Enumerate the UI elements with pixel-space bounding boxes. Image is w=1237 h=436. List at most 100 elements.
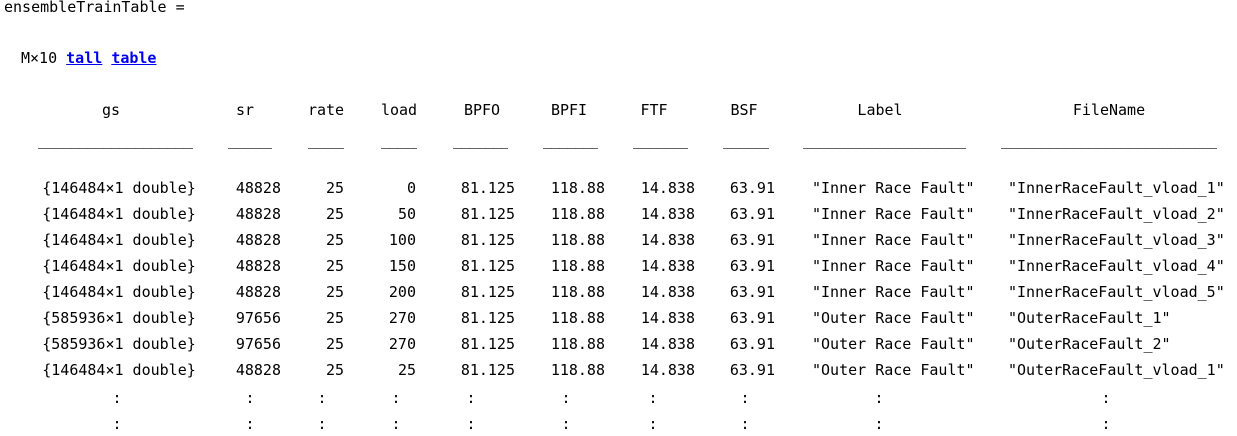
table-cell-filename: "InnerRaceFault_vload_2"	[1008, 205, 1225, 223]
table-cell-sr: 48828	[235, 231, 281, 249]
table-cell-rate: 25	[325, 257, 344, 275]
column-header-bsf: BSF	[730, 101, 758, 119]
continuation-dots: :	[740, 415, 750, 433]
table-cell-bpfo: 81.125	[460, 257, 515, 275]
table-cell-bpfo: 81.125	[460, 231, 515, 249]
column-underline-label: ________________________________________…	[803, 131, 966, 149]
column-header-bpfi: BPFI	[550, 101, 588, 119]
table-cell-label: "Outer Race Fault"	[812, 309, 975, 327]
table-cell-gs: {146484×1 double}	[42, 283, 196, 301]
table-cell-filename: "OuterRaceFault_vload_1"	[1008, 361, 1225, 379]
table-cell-ftf: 14.838	[640, 257, 695, 275]
column-header-ftf: FTF	[640, 101, 668, 119]
table-cell-bpfo: 81.125	[460, 205, 515, 223]
table-cell-bpfi: 118.88	[550, 335, 605, 353]
table-cell-ftf: 14.838	[640, 361, 695, 379]
continuation-dots: :	[391, 389, 401, 407]
table-cell-ftf: 14.838	[640, 283, 695, 301]
table-cell-bpfo: 81.125	[460, 283, 515, 301]
table-cell-label: "Inner Race Fault"	[812, 179, 975, 197]
column-underline-bpfi: __________________	[543, 131, 598, 149]
table-cell-rate: 25	[325, 335, 344, 353]
table-cell-filename: "OuterRaceFault_2"	[1008, 335, 1171, 353]
table-size-line: M×10 tall table	[21, 49, 156, 67]
continuation-dots: :	[1101, 415, 1111, 433]
table-cell-filename: "InnerRaceFault_vload_3"	[1008, 231, 1225, 249]
table-cell-rate: 25	[325, 283, 344, 301]
table-cell-bpfi: 118.88	[550, 309, 605, 327]
column-header-bpfo: BPFO	[463, 101, 501, 119]
column-underline-ftf: __________________	[633, 131, 688, 149]
column-underline-rate: ____________	[308, 131, 344, 149]
table-cell-bsf: 63.91	[729, 361, 775, 379]
table-link[interactable]: table	[111, 49, 157, 67]
column-underline-sr: _______________	[228, 131, 272, 149]
table-cell-ftf: 14.838	[640, 309, 695, 327]
table-cell-label: "Outer Race Fault"	[812, 361, 975, 379]
table-cell-load: 25	[397, 361, 416, 379]
continuation-dots: :	[740, 389, 750, 407]
continuation-dots: :	[112, 415, 122, 433]
column-header-label: Label	[857, 101, 903, 119]
table-cell-rate: 25	[325, 205, 344, 223]
table-cell-bpfi: 118.88	[550, 257, 605, 275]
table-cell-gs: {146484×1 double}	[42, 257, 196, 275]
continuation-dots: :	[1101, 389, 1111, 407]
size-prefix: M×10	[21, 49, 58, 67]
table-cell-bpfi: 118.88	[550, 361, 605, 379]
continuation-dots: :	[648, 389, 658, 407]
table-cell-filename: "InnerRaceFault_vload_1"	[1008, 179, 1225, 197]
table-cell-bsf: 63.91	[729, 309, 775, 327]
table-cell-bpfi: 118.88	[550, 179, 605, 197]
table-cell-filename: "InnerRaceFault_vload_5"	[1008, 283, 1225, 301]
column-underline-load: ____________	[381, 131, 417, 149]
table-cell-gs: {585936×1 double}	[42, 335, 196, 353]
table-cell-load: 50	[397, 205, 416, 223]
table-cell-ftf: 14.838	[640, 205, 695, 223]
continuation-dots: :	[245, 415, 255, 433]
table-cell-gs: {146484×1 double}	[42, 361, 196, 379]
table-cell-sr: 48828	[235, 179, 281, 197]
table-cell-bsf: 63.91	[729, 231, 775, 249]
continuation-dots: :	[317, 389, 327, 407]
table-cell-load: 100	[388, 231, 416, 249]
table-cell-bpfo: 81.125	[460, 335, 515, 353]
continuation-dots: :	[874, 415, 884, 433]
table-cell-bsf: 63.91	[729, 179, 775, 197]
table-cell-label: "Inner Race Fault"	[812, 257, 975, 275]
continuation-dots: :	[466, 389, 476, 407]
table-cell-load: 270	[388, 309, 416, 327]
column-header-sr: sr	[235, 101, 255, 119]
column-header-gs: gs	[101, 101, 121, 119]
continuation-dots: :	[466, 415, 476, 433]
column-header-load: load	[380, 101, 418, 119]
table-cell-gs: {585936×1 double}	[42, 309, 196, 327]
table-cell-bsf: 63.91	[729, 283, 775, 301]
continuation-dots: :	[874, 389, 884, 407]
table-cell-ftf: 14.838	[640, 335, 695, 353]
table-cell-sr: 48828	[235, 205, 281, 223]
table-cell-filename: "InnerRaceFault_vload_4"	[1008, 257, 1225, 275]
variable-name-line: ensembleTrainTable =	[4, 0, 185, 16]
table-cell-rate: 25	[325, 179, 344, 197]
tall-link[interactable]: tall	[66, 49, 103, 67]
table-cell-load: 200	[388, 283, 416, 301]
table-cell-gs: {146484×1 double}	[42, 205, 196, 223]
table-cell-gs: {146484×1 double}	[42, 179, 196, 197]
continuation-dots: :	[561, 389, 571, 407]
column-underline-bpfo: __________________	[453, 131, 508, 149]
table-cell-filename: "OuterRaceFault_1"	[1008, 309, 1171, 327]
table-cell-rate: 25	[325, 231, 344, 249]
table-cell-label: "Outer Race Fault"	[812, 335, 975, 353]
table-cell-bpfi: 118.88	[550, 205, 605, 223]
table-cell-label: "Inner Race Fault"	[812, 231, 975, 249]
table-cell-bpfo: 81.125	[460, 309, 515, 327]
column-header-filename: FileName	[1072, 101, 1146, 119]
table-cell-rate: 25	[325, 361, 344, 379]
table-cell-load: 270	[388, 335, 416, 353]
continuation-dots: :	[391, 415, 401, 433]
table-cell-rate: 25	[325, 309, 344, 327]
table-cell-gs: {146484×1 double}	[42, 231, 196, 249]
table-cell-ftf: 14.838	[640, 179, 695, 197]
table-cell-load: 0	[406, 179, 416, 197]
